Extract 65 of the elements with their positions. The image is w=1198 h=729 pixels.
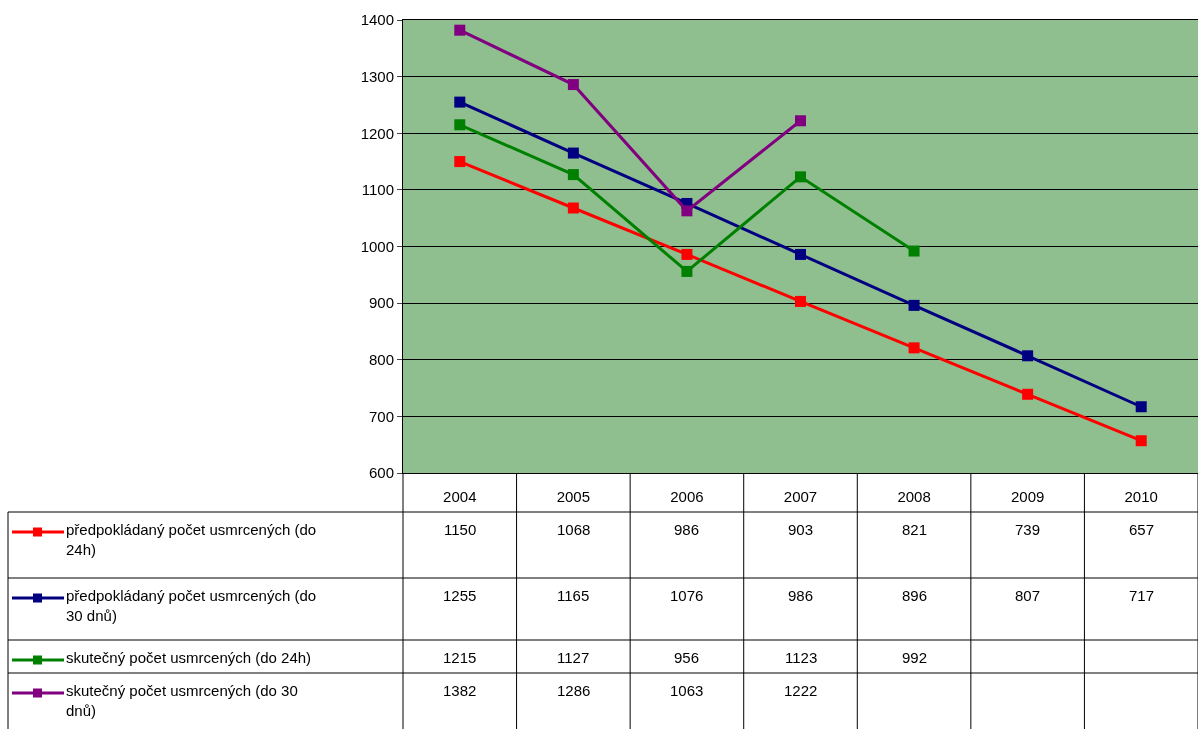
point: [795, 115, 806, 127]
point: [454, 156, 466, 168]
point: [908, 245, 920, 257]
x-tick-label: 2009: [1010, 488, 1045, 505]
point: [567, 147, 579, 159]
point: [454, 24, 466, 36]
data-label: 657: [1129, 521, 1155, 538]
x-tick-label: 2010: [1124, 488, 1158, 505]
point: [681, 205, 693, 217]
x-tick-label: 2006: [670, 488, 704, 505]
y-tick-label: 1400: [360, 11, 394, 29]
y-tick-label: 800: [368, 351, 394, 368]
data-label: 807: [1015, 587, 1041, 604]
point: [567, 202, 579, 214]
legend-label: skutečný počet usmrcených (do 30 dnů): [66, 682, 298, 719]
point: [908, 342, 920, 354]
y-tick-label: 1100: [361, 181, 394, 199]
data-label: 986: [674, 521, 700, 538]
data-label: 992: [902, 649, 928, 666]
point: [681, 265, 693, 277]
point: [681, 248, 693, 260]
data-label: 956: [674, 649, 700, 666]
x-tick-label: 2007: [783, 488, 818, 505]
data-label: 986: [788, 587, 814, 604]
point: [795, 248, 806, 260]
point: [567, 79, 579, 91]
x-tick-label: 2008: [897, 488, 931, 505]
data-label: 1076: [670, 587, 704, 604]
data-label: 739: [1015, 521, 1041, 538]
point: [1135, 435, 1147, 447]
data-label: 821: [902, 521, 928, 538]
x-tick-label: 2004: [443, 488, 477, 505]
y-tick-label: 1000: [360, 237, 394, 255]
data-label: 903: [788, 521, 814, 538]
point: [795, 171, 806, 183]
x-tick-label: 2005: [556, 488, 591, 505]
y-tick-label: 1200: [360, 124, 394, 142]
data-label: 1382: [443, 682, 477, 699]
point: [1022, 388, 1034, 400]
y-tick-label: 700: [368, 407, 394, 425]
point: [1022, 350, 1034, 362]
point: [567, 169, 579, 181]
legend-label: předpokládaný počet usmrcených (do 30 dnů): [66, 587, 317, 624]
data-label: 1063: [670, 682, 704, 699]
y-tick-label: 900: [368, 294, 394, 312]
data-label: 1215: [443, 649, 477, 666]
data-label: 1222: [784, 682, 818, 699]
point: [454, 96, 466, 108]
point: [1135, 401, 1147, 413]
y-tick-label: 600: [368, 464, 394, 482]
legend-label: předpokládaný počet usmrcených (do 24h): [66, 521, 317, 558]
data-label: 1150: [444, 521, 477, 538]
data-label: 1127: [557, 649, 590, 666]
data-label: 1165: [557, 587, 590, 604]
data-label: 717: [1129, 587, 1155, 604]
point: [454, 119, 466, 131]
point: [908, 299, 920, 311]
legend-label: skutečný počet usmrcených (do 24h): [66, 649, 312, 666]
data-label: 1123: [785, 649, 818, 666]
y-tick-label: 1300: [360, 67, 394, 85]
point: [795, 295, 806, 307]
data-label: 896: [902, 587, 928, 604]
data-label: 1255: [443, 587, 477, 604]
data-label: 1068: [557, 521, 591, 538]
data-label: 1286: [557, 682, 591, 699]
